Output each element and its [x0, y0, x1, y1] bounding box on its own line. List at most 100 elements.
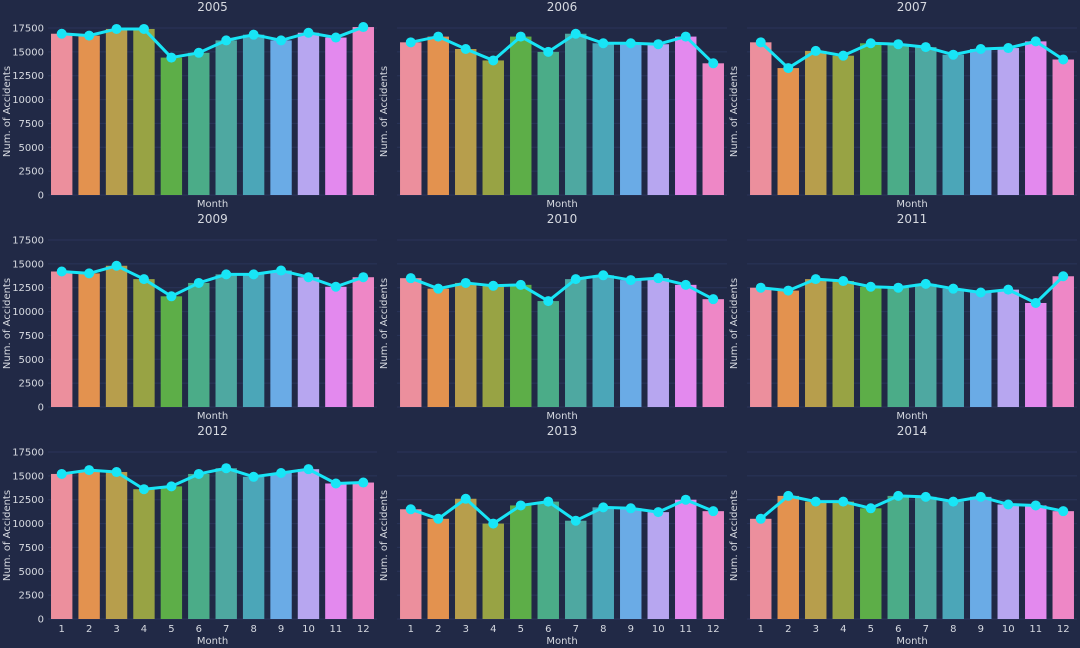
y-tick-label: 7500 — [19, 543, 44, 554]
point-1 — [56, 28, 67, 39]
bar-11 — [675, 36, 697, 196]
bar-5 — [510, 505, 532, 619]
subplot-title: 2014 — [897, 424, 928, 438]
y-tick-label: 15000 — [12, 47, 44, 58]
y-tick-label: 15000 — [12, 471, 44, 482]
y-tick-label: 12500 — [12, 495, 44, 506]
point-9 — [975, 43, 986, 54]
x-tick-label: 9 — [628, 624, 634, 635]
bar-8 — [592, 275, 614, 407]
bar-5 — [860, 508, 882, 619]
bar-12 — [1052, 511, 1074, 619]
y-tick-label: 7500 — [19, 119, 44, 130]
point-6 — [193, 468, 204, 479]
y-tick-label: 15000 — [12, 259, 44, 270]
bar-9 — [620, 43, 642, 195]
bar-2 — [427, 518, 449, 619]
x-tick-label: 4 — [141, 624, 147, 635]
x-tick-label: 7 — [223, 624, 229, 635]
point-8 — [248, 29, 259, 40]
bar-4 — [482, 523, 504, 619]
point-3 — [111, 467, 122, 478]
point-6 — [893, 282, 904, 293]
bar-10 — [997, 48, 1019, 195]
bar-10 — [297, 32, 320, 196]
y-tick-label: 5000 — [19, 567, 44, 578]
bar-6 — [537, 301, 559, 407]
point-6 — [193, 47, 204, 58]
point-1 — [755, 282, 766, 293]
point-4 — [488, 518, 499, 529]
x-tick-label: 9 — [278, 624, 284, 635]
point-6 — [893, 490, 904, 501]
x-axis-label: Month — [197, 636, 228, 647]
point-12 — [1058, 54, 1069, 65]
point-12 — [1058, 506, 1069, 517]
point-5 — [865, 38, 876, 49]
point-10 — [653, 273, 664, 284]
subplot-title: 2012 — [197, 424, 228, 438]
point-4 — [838, 496, 849, 507]
point-12 — [708, 294, 719, 305]
point-12 — [708, 506, 719, 517]
point-11 — [1030, 297, 1041, 308]
bar-7 — [215, 468, 237, 619]
x-tick-label: 5 — [168, 624, 174, 635]
bar-12 — [702, 63, 724, 196]
point-9 — [975, 491, 986, 502]
x-tick-label: 6 — [895, 624, 901, 635]
point-5 — [515, 31, 526, 42]
y-tick-label: 0 — [38, 615, 44, 626]
bar-2 — [427, 36, 449, 196]
y-tick-label: 0 — [38, 403, 44, 414]
bar-10 — [297, 277, 320, 407]
x-axis-label: Month — [896, 636, 927, 647]
bar-7 — [215, 40, 237, 195]
bar-2 — [78, 470, 100, 619]
point-5 — [166, 291, 177, 302]
bar-7 — [915, 496, 937, 619]
point-10 — [303, 27, 314, 38]
x-tick-label: 11 — [330, 624, 343, 635]
x-axis-label: Month — [896, 411, 927, 422]
bar-10 — [997, 289, 1019, 407]
bar-9 — [270, 270, 292, 407]
x-tick-label: 2 — [435, 624, 441, 635]
point-3 — [460, 277, 471, 288]
subplot-2009: 2009 0 2500 5000 7500 10000 12500 15000 17500 Mon… — [2, 212, 377, 422]
bar-12 — [352, 482, 374, 619]
y-tick-label: 5000 — [19, 143, 44, 154]
bar-8 — [942, 288, 964, 407]
bar-12 — [352, 27, 374, 195]
point-7 — [570, 274, 581, 285]
bar-4 — [482, 285, 504, 407]
point-11 — [680, 494, 691, 505]
point-5 — [166, 52, 177, 63]
subplot-title: 2011 — [897, 212, 928, 226]
x-tick-label: 11 — [1029, 624, 1042, 635]
bar-9 — [620, 280, 642, 407]
bar-9 — [270, 40, 292, 195]
x-tick-label: 7 — [923, 624, 929, 635]
x-tick-label: 6 — [545, 624, 551, 635]
x-axis-label: Month — [546, 199, 577, 210]
point-8 — [248, 471, 259, 482]
x-tick-label: 8 — [600, 624, 606, 635]
point-3 — [111, 260, 122, 271]
bar-5 — [860, 43, 882, 195]
x-axis-label: Month — [896, 199, 927, 210]
point-11 — [1030, 36, 1041, 47]
x-tick-label: 2 — [785, 624, 791, 635]
point-3 — [111, 23, 122, 34]
x-tick-label: 10 — [1002, 624, 1015, 635]
point-8 — [948, 49, 959, 60]
point-5 — [865, 503, 876, 514]
point-1 — [405, 273, 416, 284]
point-4 — [138, 23, 149, 34]
point-8 — [598, 270, 609, 281]
bar-2 — [427, 288, 449, 407]
bar-5 — [510, 36, 532, 196]
point-4 — [488, 280, 499, 291]
